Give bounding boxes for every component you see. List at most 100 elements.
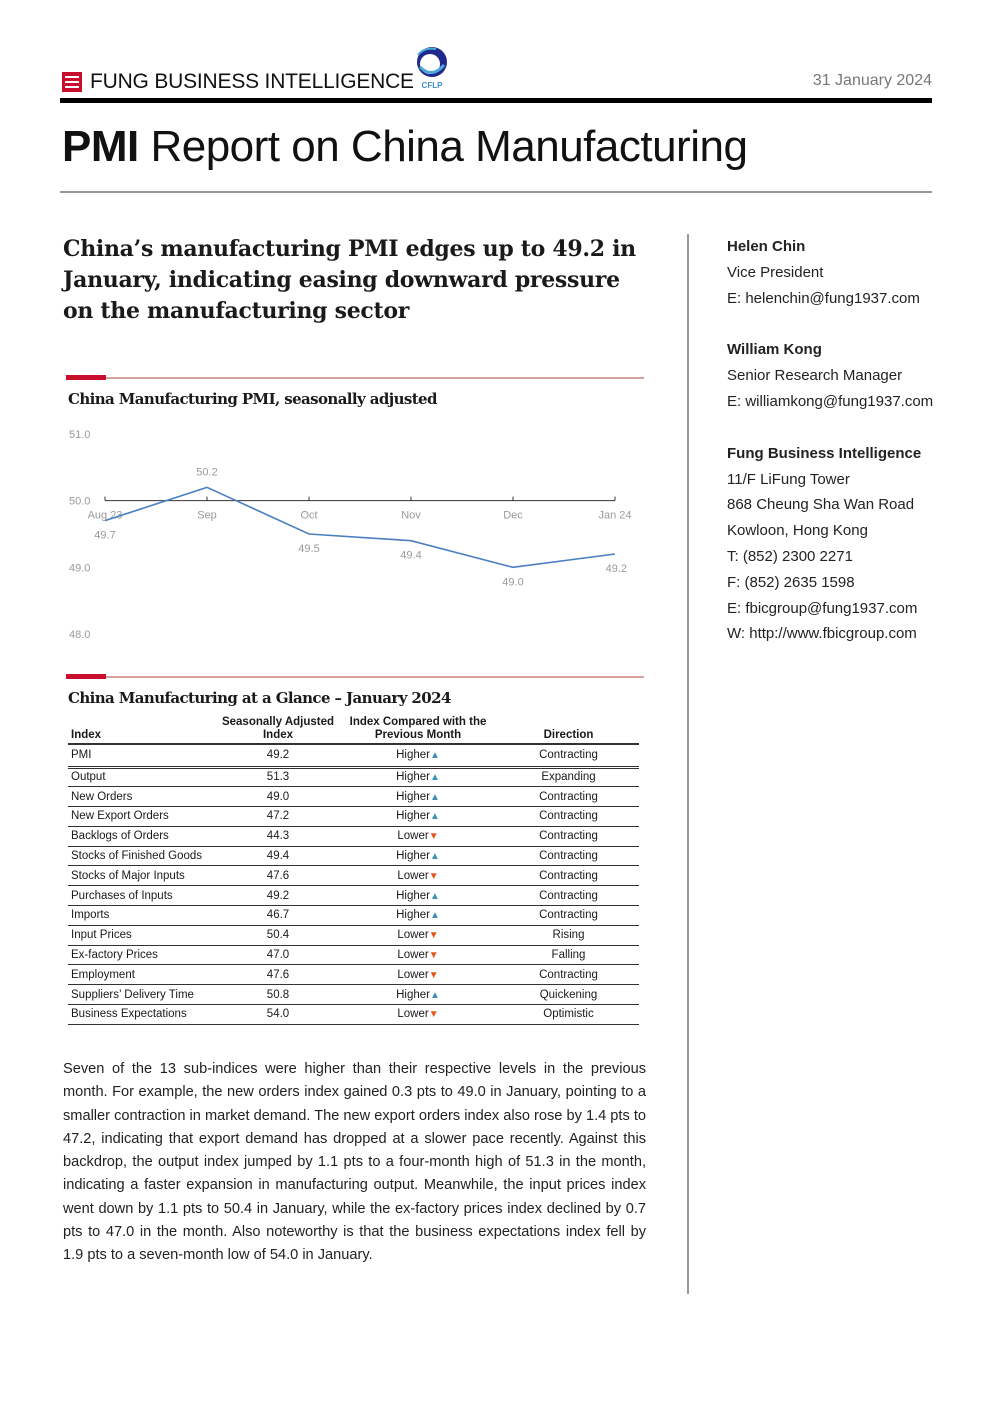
cell-compare: Higher▲ [338,984,498,1006]
table-row: Business Expectations 54.0 Lower▼ Optimisti… [68,1004,639,1025]
cell-index: Ex-factory Prices [68,945,218,966]
compare-label: Higher [396,850,430,863]
rule-accent [66,674,106,679]
cell-value: 47.2 [218,806,338,827]
cell-value: 49.2 [218,885,338,907]
contact-card: William Kong Senior Research Manager E: … [727,337,977,414]
table-row: Backlogs of Orders 44.3 Lower▼ Contracting [68,826,639,847]
table-header-row: Index Seasonally Adjusted Index Index Co… [68,716,639,745]
compare-label: Higher [396,909,430,922]
arrow-down-icon: ▼ [428,969,439,981]
cell-index: Stocks of Major Inputs [68,865,218,887]
cell-direction: Contracting [498,905,639,926]
data-label: 50.2 [196,466,217,478]
cell-compare: Higher▲ [338,767,498,788]
x-tick-label: Aug 23 [88,510,123,522]
compare-label: Higher [396,790,430,803]
compare-label: Higher [396,889,430,902]
arrow-up-icon: ▲ [429,851,440,863]
cell-direction: Contracting [498,786,639,808]
body-paragraph: Seven of the 13 sub-indices were higher … [63,1061,646,1264]
arrow-down-icon: ▼ [428,950,439,962]
table-row: New Orders 49.0 Higher▲ Contracting [68,786,639,808]
table-row: Stocks of Finished Goods 49.4 Higher▲ Contr… [68,846,639,867]
cell-value: 51.3 [218,767,338,788]
company-email[interactable]: E: fbicgroup@fung1937.com [727,599,918,617]
contact-title: Senior Research Manager [727,367,903,385]
compare-label: Higher [396,810,430,823]
cell-direction: Contracting [498,865,639,887]
cell-index: Employment [68,964,218,986]
company-name: Fung Business Intelligence [727,444,922,462]
cell-index: Stocks of Finished Goods [68,846,218,867]
company-address-line: 11/F LiFung Tower [727,470,850,488]
x-tick-label: Nov [401,510,421,522]
compare-label: Lower [397,869,429,882]
compare-label: Lower [397,830,429,843]
cell-value: 49.0 [218,786,338,808]
cell-value: 44.3 [218,826,338,847]
sidebar-divider [687,234,689,1294]
cell-index: New Export Orders [68,806,218,827]
indices-table: Index Seasonally Adjusted Index Index Co… [68,716,639,1025]
compare-label: Higher [396,749,430,762]
contact-card: Helen Chin Vice President E: helenchin@f… [727,234,977,311]
contact-name: Helen Chin [727,238,806,255]
cell-value: 54.0 [218,1004,338,1025]
cell-index: Business Expectations [68,1004,218,1025]
company-address-line: 868 Cheung Sha Wan Road [727,496,915,514]
pmi-series-line [104,486,616,569]
cell-value: 46.7 [218,905,338,926]
chart-section-rule [66,375,644,380]
col-header-value: Seasonally Adjusted Index [218,716,338,745]
data-label: 49.2 [606,563,627,575]
cell-index: PMI [68,744,218,769]
x-tick-label: Jan 24 [598,510,631,522]
arrow-up-icon: ▲ [429,750,440,762]
y-tick-label: 51.0 [69,429,90,441]
cell-compare: Higher▲ [338,806,498,827]
brand-logo: FUNG BUSINESS INTELLIGENCE [62,70,414,94]
cell-value: 47.6 [218,964,338,986]
cell-compare: Higher▲ [338,885,498,907]
cell-index: Backlogs of Orders [68,826,218,847]
cell-compare: Lower▼ [338,865,498,887]
cell-compare: Lower▼ [338,826,498,847]
cell-index: Purchases of Inputs [68,885,218,907]
contact-email[interactable]: E: williamkong@fung1937.com [727,392,934,410]
compare-label: Higher [396,988,430,1001]
compare-label: Lower [397,929,429,942]
arrow-down-icon: ▼ [428,870,439,882]
cell-direction: Optimistic [498,1004,639,1025]
cell-compare: Lower▼ [338,945,498,966]
contact-name: William Kong [727,341,822,359]
cell-direction: Falling [498,945,639,966]
arrow-up-icon: ▲ [429,791,440,803]
cell-direction: Rising [498,925,639,946]
cell-value: 50.4 [218,925,338,946]
x-tick-label: Dec [503,510,523,522]
page-title: PMI Report on China Manufacturing [62,122,748,172]
y-tick-label: 50.0 [69,496,90,508]
cell-compare: Lower▼ [338,1004,498,1025]
data-label: 49.4 [400,550,421,562]
pmi-line-chart: 51.0 50.0 49.0 48.0 Aug 23 Sep Oct Nov Dec Jan 24… [69,429,632,641]
x-tick-label: Sep [197,510,217,522]
contact-title: Vice President [727,263,824,281]
table-section-rule [66,674,644,679]
arrow-down-icon: ▼ [428,930,439,942]
table-row: Suppliers’ Delivery Time 50.8 Higher▲ Quick… [68,984,639,1006]
compare-label: Lower [397,1008,429,1021]
compare-label: Higher [396,771,430,784]
brand-name: FUNG BUSINESS INTELLIGENCE [90,70,414,93]
contact-email[interactable]: E: helenchin@fung1937.com [727,289,920,307]
cell-compare: Higher▲ [338,905,498,926]
cell-direction: Contracting [498,744,639,769]
arrow-up-icon: ▲ [429,910,440,922]
cell-index: Suppliers’ Delivery Time [68,984,218,1006]
company-website[interactable]: W: http://www.fbicgroup.com [727,625,917,643]
company-phone: T: (852) 2300 2271 [727,547,853,565]
col-header-direction: Direction [498,716,639,745]
cell-compare: Higher▲ [338,846,498,867]
data-label: 49.7 [94,530,115,542]
